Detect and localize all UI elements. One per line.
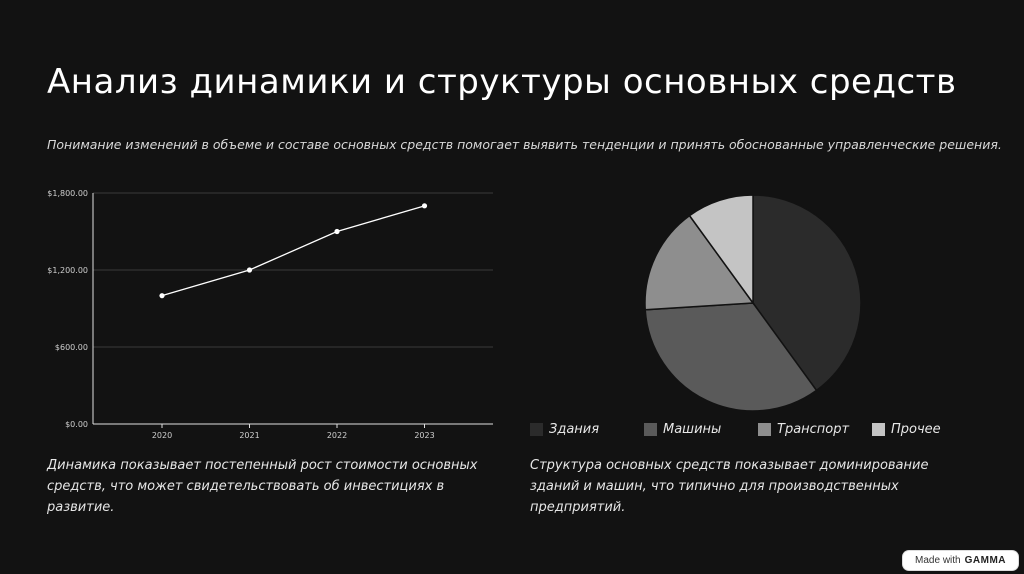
made-with-badge[interactable]: Made with GAMMA [903, 551, 1018, 570]
data-point [334, 228, 340, 235]
x-tick-label: 2022 [327, 431, 347, 440]
pie-chart-caption: Структура основных средств показывает до… [530, 458, 929, 515]
page-subtitle: Понимание изменений в объеме и составе о… [47, 137, 1002, 152]
pie-slice [752, 194, 862, 392]
line-chart: $0.00 $600.00 $1,200.00 $1,800.00 2020 2021 20… [47, 189, 493, 440]
legend-swatch [872, 423, 885, 436]
legend-label: Здания [549, 422, 600, 437]
y-tick-label: $600.00 [55, 343, 88, 352]
data-point [159, 293, 165, 299]
pie-legend: Здания Машины Транспорт Прочее [530, 422, 986, 437]
y-tick-label: $1,800.00 [47, 189, 88, 198]
badge-prefix: Made with [915, 555, 961, 566]
y-tick-label: $0.00 [65, 420, 88, 429]
legend-label: Транспорт [777, 422, 850, 437]
pie-chart [644, 194, 862, 412]
x-tick-label: 2020 [152, 431, 172, 440]
y-tick-label: $1,200.00 [47, 266, 88, 275]
data-point [246, 267, 253, 273]
legend-swatch [644, 423, 657, 436]
pie-slice [644, 214, 755, 311]
x-tick-label: 2023 [414, 431, 434, 440]
badge-brand-logo: GAMMA [964, 555, 1006, 566]
x-tick-label: 2021 [239, 431, 259, 440]
legend-swatch [758, 423, 771, 436]
series-line [161, 205, 425, 297]
page-title: Анализ динамики и структуры основных сре… [47, 62, 957, 102]
line-chart-caption: Динамика показывает постепенный рост сто… [47, 458, 478, 515]
data-point [421, 203, 428, 209]
pie-slice [688, 194, 754, 306]
legend-item: Машины [644, 422, 758, 437]
legend-label: Машины [663, 422, 722, 437]
legend-item: Прочее [872, 422, 986, 437]
pie-slice [644, 302, 818, 412]
legend-swatch [530, 423, 543, 436]
legend-item: Здания [530, 422, 644, 437]
legend-item: Транспорт [758, 422, 872, 437]
legend-label: Прочее [891, 422, 941, 437]
